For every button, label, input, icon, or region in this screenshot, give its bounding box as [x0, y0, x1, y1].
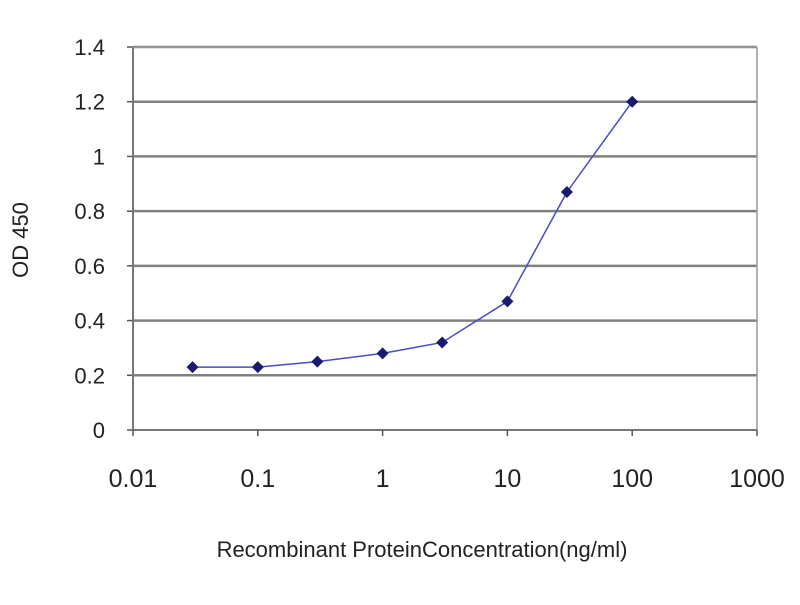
y-tick-label: 0.6	[74, 254, 105, 279]
data-point	[376, 347, 389, 360]
data-point	[560, 185, 573, 198]
series-line	[192, 101, 633, 368]
y-tick-label: 1.4	[74, 35, 105, 60]
y-tick-label: 0.2	[74, 363, 105, 388]
x-tick-label: 0.1	[240, 465, 275, 493]
gridlines	[133, 45, 757, 377]
x-tick-label: 0.01	[109, 465, 158, 493]
y-tick-label: 0.8	[74, 199, 105, 224]
y-tick-label: 1	[93, 144, 105, 169]
data-point	[186, 361, 199, 374]
x-tick-label: 10	[493, 465, 521, 493]
y-tick-label: 1.2	[74, 90, 105, 115]
x-tick-labels: 0.01 0.1 1 10 100 1000	[109, 465, 785, 493]
series	[186, 95, 639, 374]
x-tick-label: 1000	[729, 465, 785, 493]
data-point	[311, 355, 324, 368]
y-axis-label: OD 450	[8, 202, 33, 278]
data-point	[501, 295, 514, 308]
y-tick-labels: 0 0.2 0.4 0.6 0.8 1 1.2 1.4	[74, 35, 105, 443]
data-point	[251, 361, 264, 374]
x-tick-label: 100	[611, 465, 653, 493]
data-point	[626, 95, 639, 108]
axes	[127, 46, 758, 436]
x-tick-label: 1	[376, 465, 390, 493]
x-axis-label: Recombinant ProteinConcentration(ng/ml)	[217, 537, 628, 562]
y-tick-label: 0	[93, 418, 105, 443]
data-point	[436, 336, 449, 349]
y-tick-label: 0.4	[74, 309, 105, 334]
